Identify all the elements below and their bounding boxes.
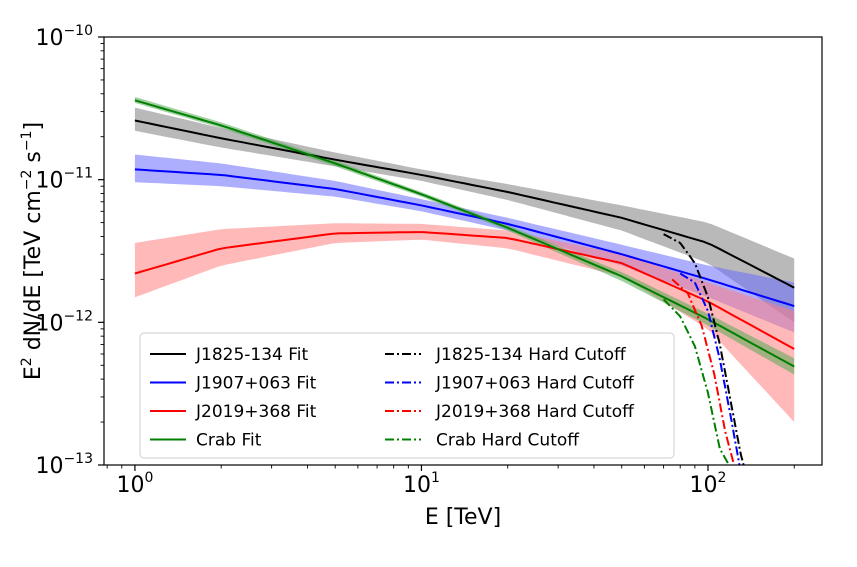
series-1-line bbox=[134, 168, 795, 308]
legend-box bbox=[139, 332, 675, 459]
x-axis-ticks: 100 101 102 bbox=[106, 465, 795, 498]
confidence-bands bbox=[134, 97, 795, 423]
legend-label-7: Crab Hard Cutoff bbox=[436, 431, 580, 451]
series-0-band bbox=[134, 107, 795, 323]
series-lines bbox=[134, 99, 795, 465]
series-1-band bbox=[134, 154, 795, 333]
legend-label-5: J1907+063 Hard Cutoff bbox=[435, 374, 635, 394]
y-tick-label-3: 10−10 bbox=[35, 23, 93, 51]
y-tick-label-0: 10−13 bbox=[35, 451, 93, 479]
y-tick-label-1: 10−12 bbox=[35, 308, 93, 336]
series-7-line bbox=[662, 298, 731, 465]
x-tick-label-0: 100 bbox=[116, 470, 153, 498]
legend-label-3: Crab Fit bbox=[196, 431, 262, 451]
legend-label-1: J1907+063 Fit bbox=[195, 374, 317, 394]
legend: J1825-134 Fit J1907+063 Fit J2019+368 Fit C… bbox=[139, 332, 675, 459]
plot-frame bbox=[103, 36, 823, 466]
series-4-line bbox=[663, 233, 745, 465]
series-2-band bbox=[134, 223, 795, 423]
x-tick-label-2: 102 bbox=[690, 470, 727, 498]
series-3-line bbox=[134, 99, 795, 368]
series-5-line bbox=[679, 272, 741, 465]
series-2-line bbox=[134, 231, 795, 350]
y-axis-ticks: 10−13 10−12 10−11 10−10 bbox=[35, 23, 104, 479]
y-axis-label: E2 dN/dE [TeV cm−2 s−1] bbox=[19, 122, 46, 380]
legend-label-6: J2019+368 Hard Cutoff bbox=[435, 402, 635, 422]
x-axis-label: E [TeV] bbox=[425, 505, 501, 530]
y-tick-label-2: 10−11 bbox=[35, 166, 93, 194]
legend-label-2: J2019+368 Fit bbox=[195, 402, 317, 422]
series-0-line bbox=[134, 119, 795, 289]
x-tick-label-1: 101 bbox=[403, 470, 440, 498]
legend-label-0: J1825-134 Fit bbox=[195, 345, 309, 365]
legend-label-4: J1825-134 Hard Cutoff bbox=[435, 345, 627, 365]
